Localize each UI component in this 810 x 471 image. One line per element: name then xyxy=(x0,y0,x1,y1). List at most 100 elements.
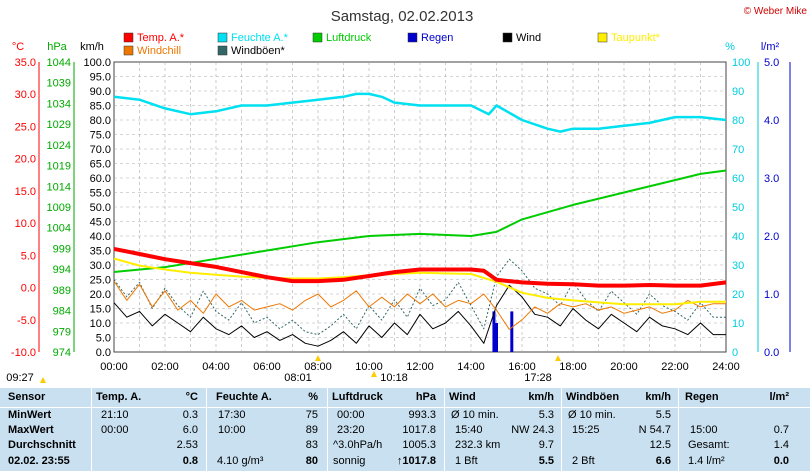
rain-tick-label: 1.0 xyxy=(764,289,779,301)
header-pressure-unit: hPa xyxy=(415,391,436,403)
pressure-tick-label: 1009 xyxy=(47,202,71,214)
series-tempa xyxy=(113,246,727,288)
wind-tick-label: 35.0 xyxy=(90,246,111,258)
humidity-tick-label: 100 xyxy=(732,57,750,69)
weather-forecast: sonnig xyxy=(333,455,366,467)
header-wind: Wind xyxy=(449,391,476,403)
legend-label: Regen xyxy=(421,32,453,44)
x-tick-label: 00:00 xyxy=(100,361,128,373)
temp-tick-label: 35.0 xyxy=(15,57,36,69)
wind-tick-label: 15.0 xyxy=(90,304,111,316)
gust-max-value: N 54.7 xyxy=(638,424,671,436)
temp-tick-label: -10.0 xyxy=(11,347,36,359)
header-humidity-unit: % xyxy=(308,391,318,403)
rain-total-label: Gesamt: xyxy=(688,439,730,451)
header-rain: Regen xyxy=(685,391,719,403)
hum-min-time: 17:30 xyxy=(218,409,246,421)
abs-humidity: 4.10 g/m³ xyxy=(217,455,264,467)
hum-avg-value: 83 xyxy=(305,439,318,451)
pressure-tick-label: 984 xyxy=(53,306,71,318)
series-luftdruck xyxy=(113,169,727,273)
gust-min-label: Ø 10 min. xyxy=(568,409,616,421)
pressure-tick-label: 999 xyxy=(53,243,71,255)
table-row-current: 02.02. 23:55 0.8 4.10 g/m³ 80 sonnig ↑10… xyxy=(0,454,810,469)
humidity-tick-label: 70 xyxy=(732,144,744,156)
pressure-tick-label: 1039 xyxy=(47,78,71,90)
temp-max-time: 00:00 xyxy=(101,424,129,436)
copyright-label: © Weber Mike xyxy=(744,6,808,17)
time-marker: 08:01 xyxy=(284,372,312,384)
temp-min-time: 21:10 xyxy=(101,409,129,421)
wind-distance: 232.3 km xyxy=(455,439,501,451)
time-marker: 09:27 xyxy=(6,372,34,384)
plot-area: 35.0 30.0 25.0 20.0 15.0 10.0 5.0 0.0 -5.0 -10.0 1… xyxy=(6,57,791,384)
x-tick-label: 02:00 xyxy=(151,361,179,373)
time-marker: 17:28 xyxy=(524,372,552,384)
press-current-value: ↑1017.8 xyxy=(396,455,436,467)
legend: Temp. A.* Feuchte A.* Luftdruck Regen Wind Ta… xyxy=(123,32,661,57)
wind-beaufort: 1 Bft xyxy=(455,455,478,467)
rain-max-time: 15:00 xyxy=(690,424,718,436)
rain-unit-label: l/m² xyxy=(761,41,780,53)
x-tick-label: 16:00 xyxy=(508,361,536,373)
x-tick-label: 20:00 xyxy=(610,361,638,373)
header-pressure: Luftdruck xyxy=(332,391,383,403)
wind-tick-label: 80.0 xyxy=(90,115,111,127)
rain-today: 1.4 l/m² xyxy=(688,455,725,467)
wind-tick-label: 20.0 xyxy=(90,289,111,301)
wind-tick-label: 75.0 xyxy=(90,130,111,142)
temp-tick-label: -5.0 xyxy=(17,315,36,327)
legend-swatch xyxy=(502,32,513,43)
x-tick-label: 04:00 xyxy=(202,361,230,373)
rain-tick-label: 3.0 xyxy=(764,173,779,185)
header-sensor: Sensor xyxy=(8,391,46,403)
gust-avg-value: 12.5 xyxy=(649,439,671,451)
series-windchill xyxy=(113,280,726,330)
wind-tick-label: 5.0 xyxy=(96,333,111,345)
temp-unit-label: °C xyxy=(12,41,24,53)
wind-tick-label: 70.0 xyxy=(90,144,111,156)
humidity-tick-label: 10 xyxy=(732,318,744,330)
temp-tick-label: 20.0 xyxy=(15,154,36,166)
pressure-tick-label: 1034 xyxy=(47,98,71,110)
press-max-value: 1017.8 xyxy=(402,424,436,436)
pressure-tick-label: 994 xyxy=(53,264,71,276)
press-min-value: 993.3 xyxy=(408,409,436,421)
legend-label: Feuchte A.* xyxy=(231,32,289,44)
marker-arrow-icon xyxy=(371,371,377,377)
hum-max-value: 89 xyxy=(305,424,318,436)
wind-tick-label: 90.0 xyxy=(90,86,111,98)
row-label: MinWert xyxy=(8,409,52,421)
wind-tick-label: 0.0 xyxy=(96,347,111,359)
legend-label: Taupunkt* xyxy=(611,32,661,44)
legend-label: Luftdruck xyxy=(326,32,372,44)
humidity-tick-label: 0 xyxy=(732,347,738,359)
x-tick-label: 08:00 xyxy=(304,361,332,373)
wind-tick-label: 50.0 xyxy=(90,202,111,214)
legend-label: Wind xyxy=(516,32,541,44)
header-humidity: Feuchte A. xyxy=(216,391,272,403)
header-wind-unit: km/h xyxy=(528,391,554,403)
temp-tick-label: 15.0 xyxy=(15,186,36,198)
legend-swatch xyxy=(597,32,608,43)
rain-current-value: 0.0 xyxy=(773,455,789,467)
wind-tick-label: 100.0 xyxy=(83,57,111,69)
humidity-unit-label: % xyxy=(725,41,735,53)
humidity-tick-label: 60 xyxy=(732,173,744,185)
press-max-time: 23:20 xyxy=(337,424,365,436)
marker-arrow-icon xyxy=(555,355,561,361)
gust-max-time: 15:25 xyxy=(572,424,600,436)
legend-swatch xyxy=(407,32,418,43)
series-windben xyxy=(113,258,726,336)
temp-avg-value: 2.53 xyxy=(176,439,198,451)
rain-tick-label: 0.0 xyxy=(764,347,779,359)
chart-title: Samstag, 02.02.2013 xyxy=(331,8,474,25)
wind-tick-label: 65.0 xyxy=(90,159,111,171)
legend-label: Windböen* xyxy=(231,45,286,57)
humidity-tick-label: 30 xyxy=(732,260,744,272)
pressure-tick-label: 974 xyxy=(53,347,71,359)
pressure-tick-label: 1029 xyxy=(47,119,71,131)
legend-label: Temp. A.* xyxy=(137,32,185,44)
wind-tick-label: 85.0 xyxy=(90,101,111,113)
header-temp: Temp. A. xyxy=(96,391,142,403)
